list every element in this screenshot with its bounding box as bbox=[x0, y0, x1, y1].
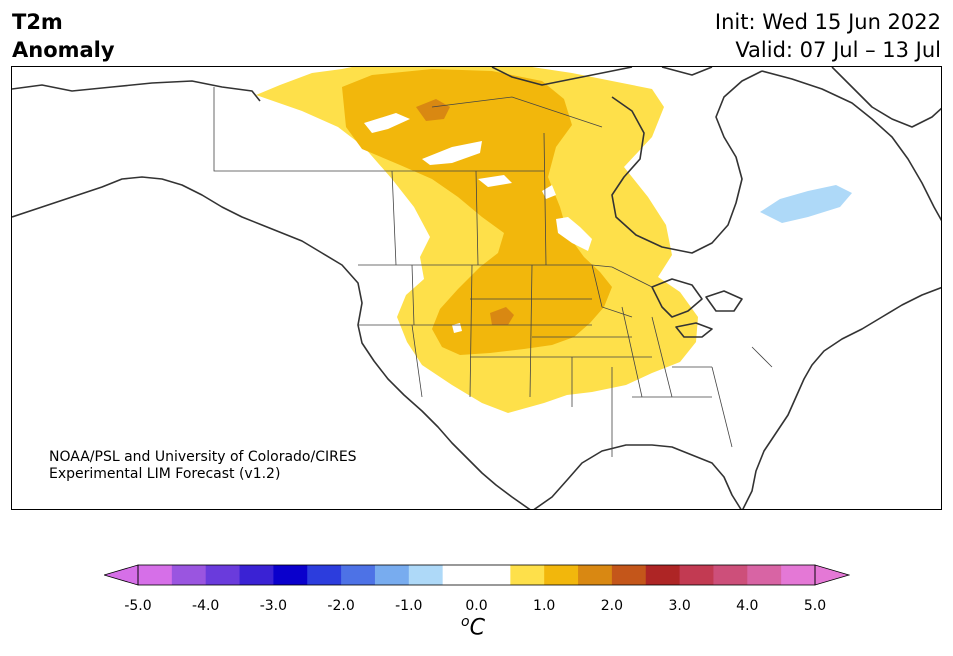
province-lines bbox=[213, 87, 603, 266]
colorbar-cell bbox=[781, 565, 816, 585]
great-lakes bbox=[651, 278, 743, 338]
colorbar-cell bbox=[611, 565, 647, 585]
colorbar-cell bbox=[679, 565, 714, 585]
title-line-1: T2m bbox=[12, 10, 63, 34]
west-coast bbox=[12, 80, 531, 509]
valid-range: Valid: 07 Jul – 13 Jul bbox=[735, 38, 941, 62]
map-title: T2m Anomaly bbox=[12, 8, 115, 64]
forecast-dates: Init: Wed 15 Jun 2022 Valid: 07 Jul – 13… bbox=[715, 8, 941, 64]
colorbar-tick-label: -3.0 bbox=[259, 598, 288, 614]
colorbar-cell bbox=[307, 565, 342, 585]
state-lines bbox=[358, 264, 773, 457]
colorbar-tick-label: 3.0 bbox=[668, 598, 691, 614]
colorbar-tick-label: -4.0 bbox=[192, 598, 220, 614]
colorbar-cell bbox=[205, 565, 241, 585]
colorbar-tick-label: 2.0 bbox=[600, 598, 624, 614]
colorbar-cell bbox=[713, 565, 748, 585]
arctic-islands bbox=[491, 67, 941, 128]
colorbar-cell bbox=[544, 565, 579, 585]
colorbar-tick-label: 4.0 bbox=[736, 598, 759, 614]
colorbar-tick-label: 0.0 bbox=[465, 598, 488, 614]
colorbar-cell bbox=[747, 565, 782, 585]
colorbar-tick-label: -5.0 bbox=[124, 598, 152, 614]
init-date: Init: Wed 15 Jun 2022 bbox=[714, 10, 941, 34]
canada-us-border bbox=[358, 264, 653, 288]
colorbar-cell bbox=[408, 565, 444, 585]
colorbar-cell bbox=[442, 565, 477, 585]
anomaly-region-strong-warm-north bbox=[416, 99, 450, 121]
anomaly-region-weak-warm bbox=[256, 67, 698, 413]
colorbar-tick-label: 5.0 bbox=[803, 598, 827, 614]
colorbar-cell bbox=[138, 565, 173, 585]
gulf-coast bbox=[533, 444, 742, 509]
colorbar-cell bbox=[341, 565, 376, 585]
hudson-bay bbox=[611, 70, 763, 254]
colorbar-tick-label: -1.0 bbox=[395, 598, 423, 614]
colorbar-cell bbox=[171, 565, 207, 585]
colorbar-over-arrow bbox=[814, 564, 850, 586]
colorbar-cell bbox=[273, 565, 308, 585]
anomaly-map bbox=[11, 66, 942, 510]
labrador-coast bbox=[761, 70, 941, 222]
colorbar-cell bbox=[239, 565, 274, 585]
colorbar-cell bbox=[578, 565, 613, 585]
anomaly-region-strong-warm-wyoming bbox=[490, 307, 514, 325]
colorbar-outline bbox=[137, 564, 816, 586]
title-line-2: Anomaly bbox=[12, 38, 115, 62]
anomaly-region-weak-cool bbox=[760, 185, 852, 223]
colorbar-unit: oC bbox=[461, 614, 485, 641]
credit-line-2: Experimental LIM Forecast (v1.2) bbox=[49, 466, 281, 482]
colorbar-tick-label: 1.0 bbox=[533, 598, 556, 614]
colorbar-tick-label: -2.0 bbox=[327, 598, 355, 614]
credit-line-1: NOAA/PSL and University of Colorado/CIRE… bbox=[49, 449, 357, 465]
colorbar bbox=[104, 564, 850, 586]
east-coast bbox=[742, 286, 941, 509]
colorbar-cell bbox=[476, 565, 511, 585]
colorbar-cell bbox=[510, 565, 545, 585]
colorbar-cell bbox=[645, 565, 681, 585]
colorbar-under-arrow bbox=[104, 564, 139, 586]
credit-text: NOAA/PSL and University of Colorado/CIRE… bbox=[49, 449, 357, 483]
colorbar-cell bbox=[374, 565, 410, 585]
